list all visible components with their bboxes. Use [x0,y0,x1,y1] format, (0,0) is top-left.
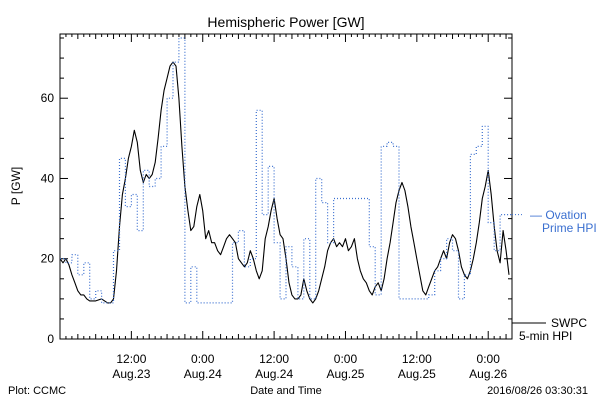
x-tick-date-label: Aug.26 [469,367,507,381]
legend-label-swpc-2: 5-min HPI [519,329,572,343]
x-tick-date-label: Aug.24 [255,367,293,381]
y-axis-label: P [GW] [9,167,23,205]
plot-frame [59,33,513,340]
x-tick-time-label: 12:00 [259,352,289,366]
y-tick-label: 0 [47,332,54,346]
x-tick-date-label: Aug.25 [326,367,364,381]
legend-label-ovation-1: — Ovation [530,208,587,222]
chart-title: Hemispheric Power [GW] [207,14,364,30]
x-tick-date-label: Aug.24 [184,367,222,381]
y-tick-label: 20 [41,252,55,266]
x-tick-date-label: Aug.23 [112,367,150,381]
y-axis: 0 20 40 60 [41,37,512,346]
series-line-ovation [60,37,512,304]
x-tick-time-label: 0:00 [477,352,501,366]
series-line-swpc [59,61,510,304]
legend-label-swpc-1: SWPC [551,316,587,330]
x-tick-time-label: 0:00 [334,352,358,366]
x-tick-date-label: Aug.25 [398,367,436,381]
x-axis: 12:00Aug.230:00Aug.2412:00Aug.240:00Aug.… [65,34,508,381]
x-tick-time-label: 12:00 [116,352,146,366]
y-tick-label: 40 [41,171,55,185]
x-tick-time-label: 12:00 [402,352,432,366]
plot-credit: Plot: CCMC [8,385,66,397]
plot-timestamp: 2016/08/26 03:30:31 [487,385,588,397]
y-tick-label: 60 [41,91,55,105]
series-layer [59,37,512,304]
x-tick-time-label: 0:00 [191,352,215,366]
legend-label-ovation-2: Prime HPI [542,221,597,235]
x-axis-label: Date and Time [250,385,322,397]
